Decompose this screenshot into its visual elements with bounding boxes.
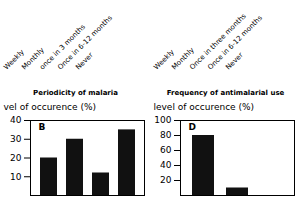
svg-text:Weekly: Weekly: [152, 48, 176, 72]
svg-text:Never: Never: [74, 51, 95, 72]
svg-text:Once in 6-12 months: Once in 6-12 months: [56, 14, 114, 72]
svg-text:80: 80: [160, 130, 172, 140]
svg-text:level of occurence (%): level of occurence (%): [154, 102, 255, 112]
svg-text:40: 40: [10, 115, 22, 125]
svg-text:D: D: [189, 122, 196, 132]
svg-text:Weekly: Weekly: [2, 48, 26, 72]
svg-text:60: 60: [160, 145, 172, 155]
svg-text:Frequency of antimalarial use: Frequency of antimalarial use: [167, 89, 285, 97]
svg-text:B: B: [39, 122, 46, 132]
svg-text:20: 20: [10, 153, 22, 163]
svg-text:10: 10: [10, 172, 22, 182]
svg-text:Periodicity of malaria: Periodicity of malaria: [33, 89, 118, 97]
svg-text:40: 40: [160, 160, 172, 170]
svg-text:Monthly: Monthly: [20, 46, 46, 72]
svg-text:Once in 6-12 months: Once in 6-12 months: [206, 14, 264, 72]
svg-text:30: 30: [10, 134, 22, 144]
svg-text:Monthly: Monthly: [170, 46, 196, 72]
svg-text:Once in three months: Once in three months: [188, 12, 248, 72]
svg-text:once in 3 months: once in 3 months: [38, 22, 87, 72]
svg-text:Never: Never: [224, 51, 245, 72]
svg-text:100: 100: [154, 115, 171, 125]
svg-text:vel of occurence (%): vel of occurence (%): [4, 102, 97, 112]
svg-text:20: 20: [160, 175, 172, 185]
